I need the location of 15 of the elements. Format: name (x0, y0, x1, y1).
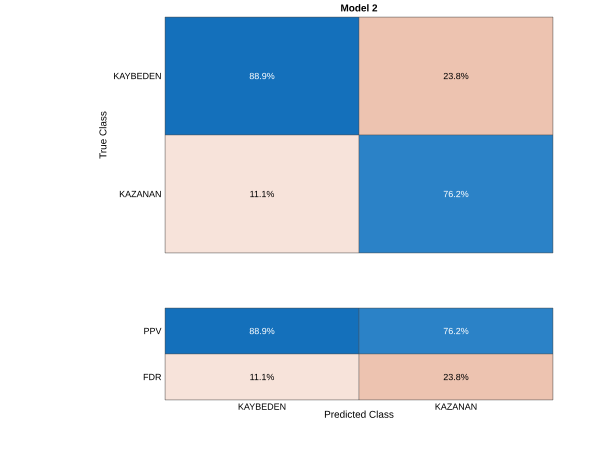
data-label: 88.9% (250, 328, 274, 334)
data-label: 11.1% (250, 374, 274, 380)
y-tick-label: FDR (144, 374, 162, 380)
y-tick-label: KAZANAN (120, 190, 161, 198)
data-label: 76.2% (444, 328, 468, 334)
y-tick-label: PPV (144, 328, 162, 334)
y-axis-title: True Class (99, 111, 106, 159)
data-label: 23.8% (444, 72, 468, 80)
chart-title: Model 2 (341, 4, 378, 12)
data-label: 23.8% (444, 374, 468, 380)
data-label: 76.2% (444, 190, 468, 198)
y-tick-label: KAYBEDEN (114, 72, 161, 80)
data-label: 88.9% (250, 72, 274, 80)
x-axis-title: Predicted Class (324, 410, 394, 418)
data-label: 11.1% (250, 190, 274, 198)
